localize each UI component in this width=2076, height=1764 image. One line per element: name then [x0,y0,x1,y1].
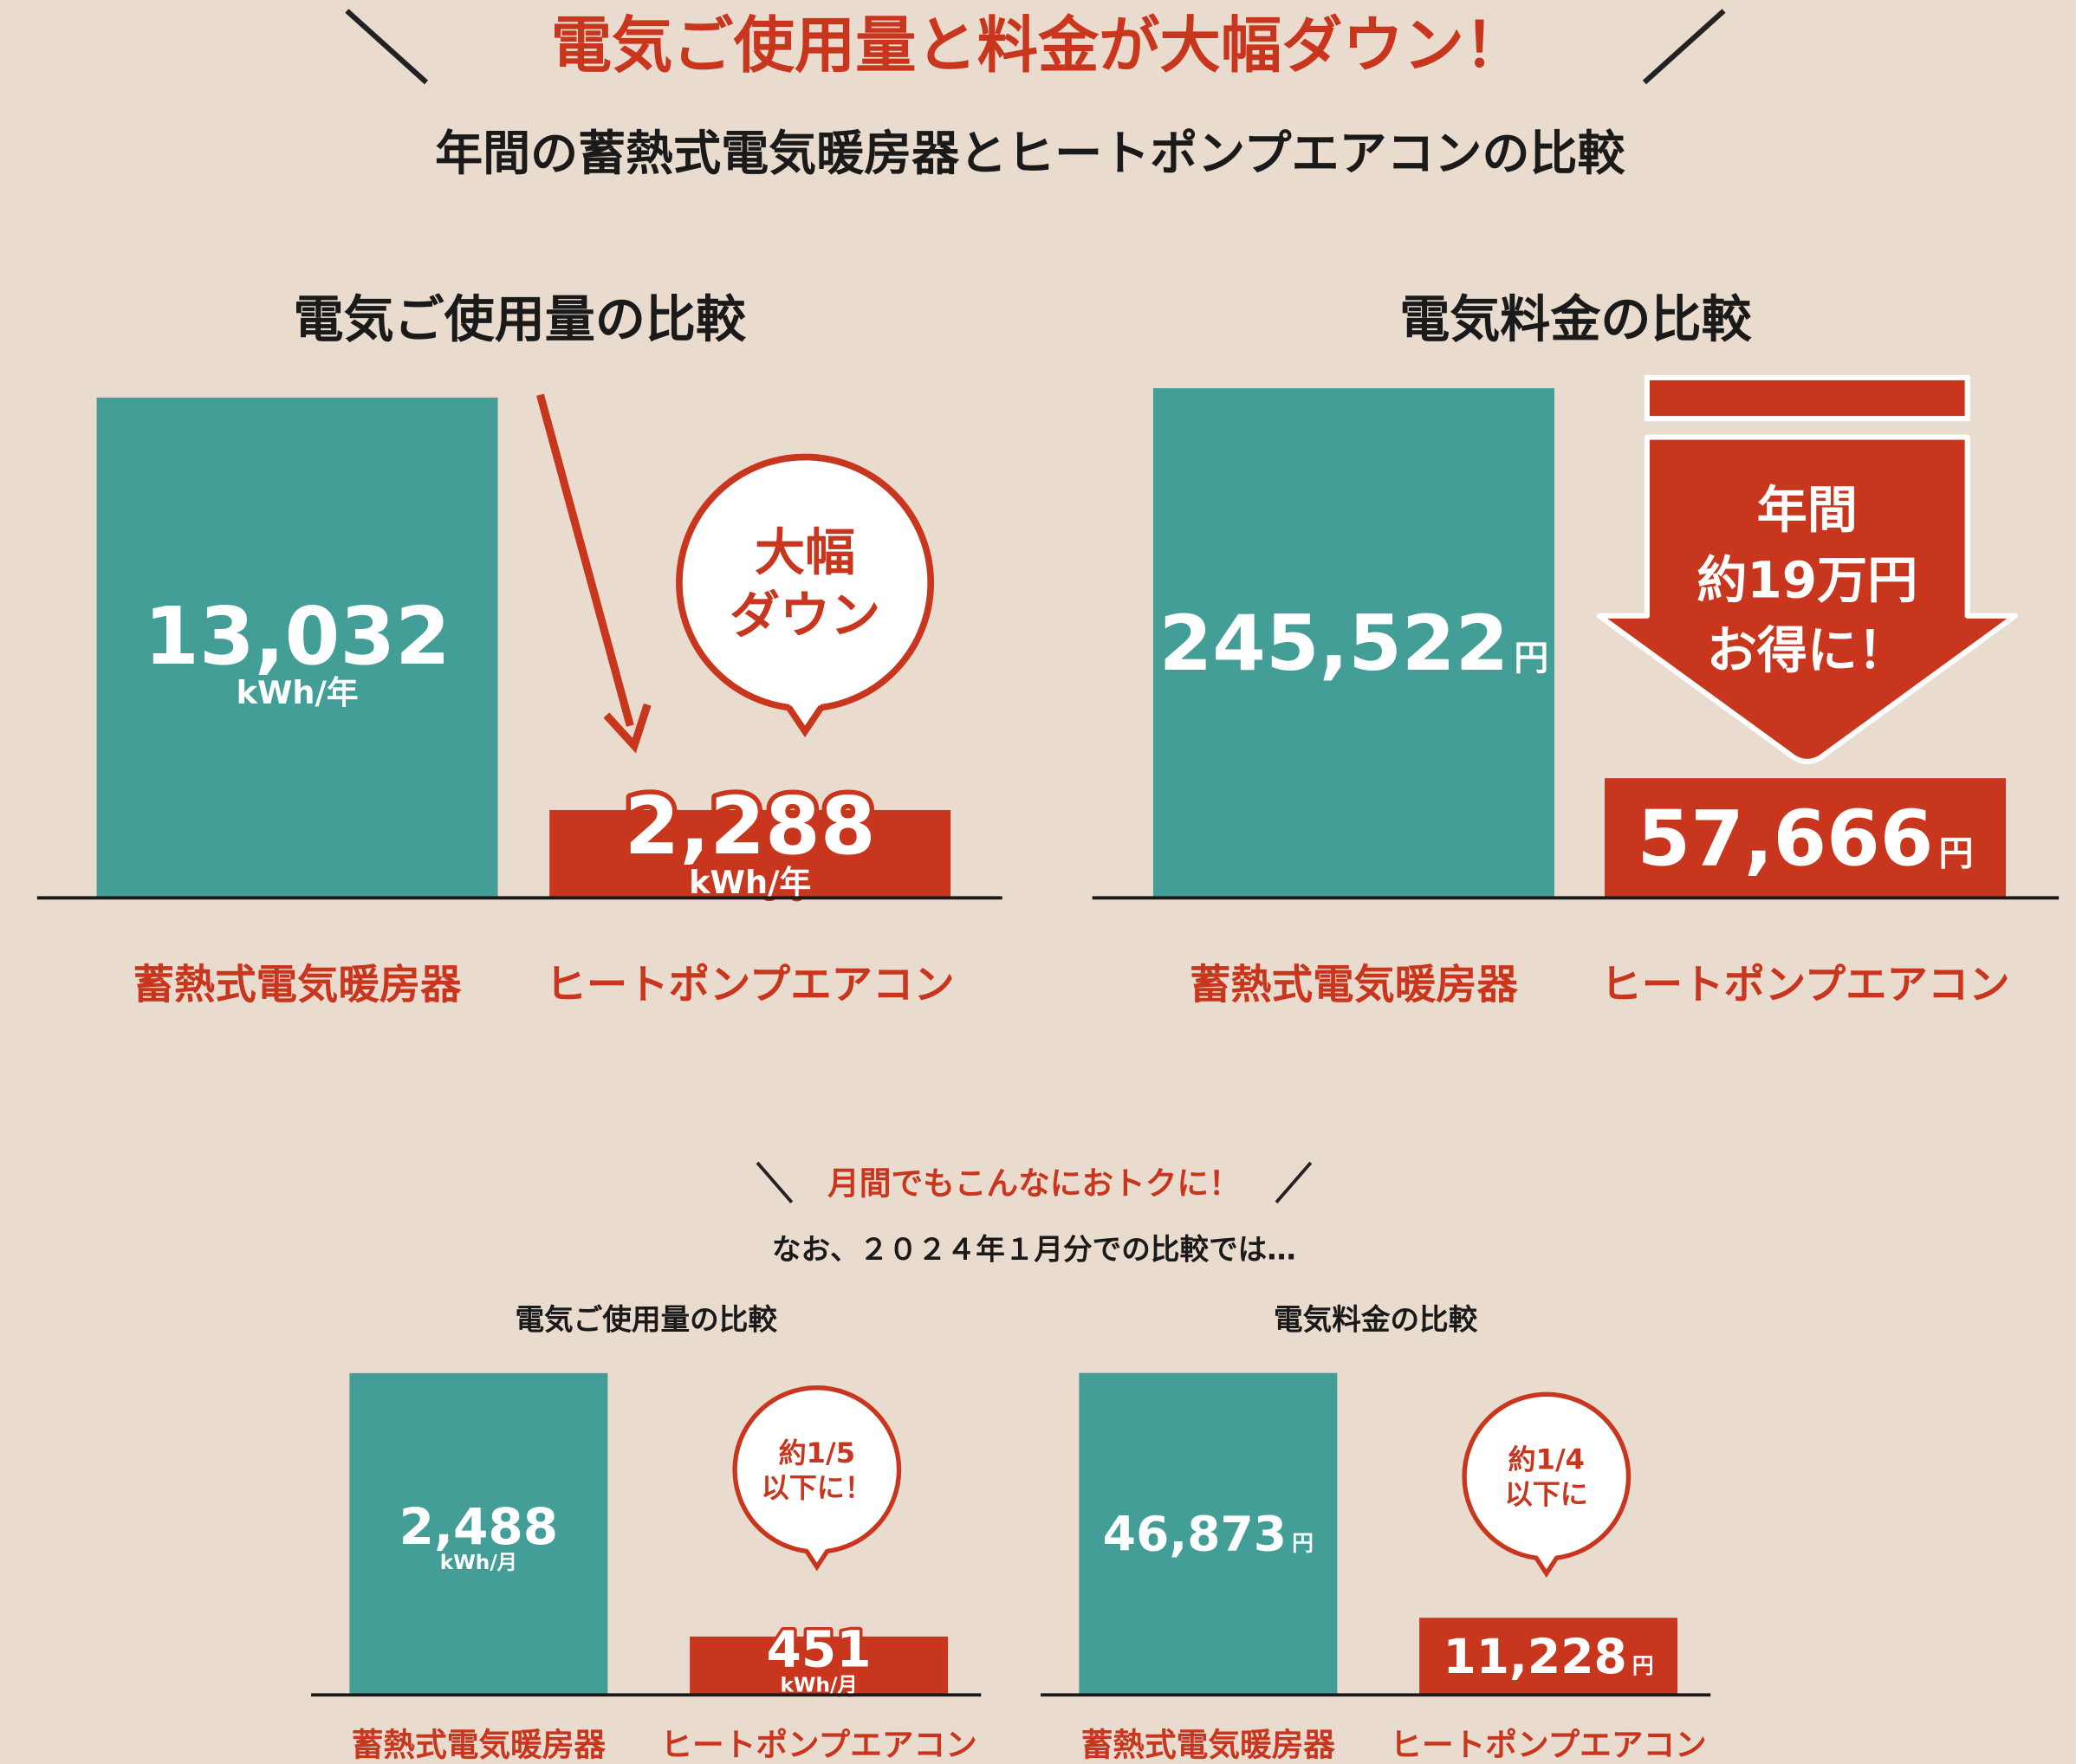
value-label: 57,666 [1638,794,1934,883]
unit-label: 円 [1514,639,1548,678]
callout-text: 以下に [1505,1478,1588,1511]
arrow-text: 年間 [1757,480,1858,539]
value-label-group: 57,666 円 [1638,794,1974,883]
value-label-group: 46,873 円 [1103,1507,1314,1562]
category-label: ヒートポンプエアコン [546,961,955,1008]
category-label: 蓄熱式電気暖房器 [1081,1727,1336,1764]
bar [96,397,498,898]
callout-tail-outline [786,705,825,738]
category-label: 蓄熱式電気暖房器 [133,961,463,1008]
category-label: ヒートポンプエアコン [1600,961,2009,1008]
bar [349,1372,608,1696]
callout-tail-outline [1534,1555,1560,1578]
main-title: 電気ご使用量と料金が大幅ダウン！ [551,10,1526,81]
slash-right [1642,9,1726,85]
value-label-group: 245,522 円 [1159,599,1549,688]
slash-left [345,9,429,85]
category-label: ヒートポンプエアコン [1390,1727,1706,1764]
arrow-text: 約19万円 [1696,550,1917,609]
value-label-group: 11,228 円 [1443,1629,1654,1684]
value-label: 451 [767,1620,872,1679]
down-arrow-line [536,393,634,727]
callout-tail [806,1547,828,1567]
callout-tail [1535,1553,1558,1574]
arrow-text: お得に！ [1707,620,1908,679]
callout-bubble [1462,1391,1632,1561]
section-heading: 月間でもこんなにおトクに！ [827,1165,1241,1203]
value-label: 245,522 [1159,599,1509,688]
callout-text: 大幅 [755,522,855,581]
category-label: ヒートポンプエアコン [660,1727,976,1764]
chart-title: 電気ご使用量の比較 [294,289,747,348]
unit-label: kWh/月 [440,1551,517,1574]
bar [690,1636,949,1696]
category-label: 蓄熱式電気暖房器 [352,1727,607,1764]
value-label: 46,873 [1103,1507,1287,1562]
value-label: 2,488 [399,1497,559,1556]
callout-text: 以下に！ [762,1471,873,1504]
slash-right [1275,1161,1313,1204]
callout-text: 約1/4 [1508,1443,1585,1476]
bar [1152,388,1554,898]
unit-label: 円 [1939,833,1974,873]
value-label: 13,032 [144,590,451,683]
category-label: 蓄熱式電気暖房器 [1190,961,1519,1008]
subtitle: 年間の蓄熱式電気暖房器とヒートポンプエアコンの比較 [435,126,1625,181]
unit-label: kWh/年 [689,864,811,901]
arrow-cap [1644,374,1970,422]
section-subheading: なお、２０２４年１月分での比較では… [772,1232,1296,1266]
bar [1419,1618,1678,1696]
unit-label: 円 [1292,1531,1314,1556]
callout-tail-outline [804,1549,830,1572]
unit-label: 円 [1632,1653,1654,1678]
chart-title: 電気料金の比較 [1274,1302,1478,1336]
chart-title: 電気ご使用量の比較 [515,1302,777,1336]
callout-tail [788,703,821,732]
unit-label: kWh/年 [237,674,359,711]
big-down-arrow [1596,434,2018,764]
bar [1079,1372,1338,1696]
bar [549,809,951,898]
callout-text: ダウン [730,586,880,645]
slash-left [756,1161,794,1204]
callout-bubble [732,1385,902,1554]
value-label: 11,228 [1443,1629,1627,1684]
value-label: 2,288 [625,780,876,872]
chart-title: 電気料金の比較 [1399,289,1752,348]
callout-bubble [676,453,935,712]
down-arrow-head [603,703,652,754]
callout-text: 約1/5 [779,1436,855,1469]
bar [1605,778,2007,898]
